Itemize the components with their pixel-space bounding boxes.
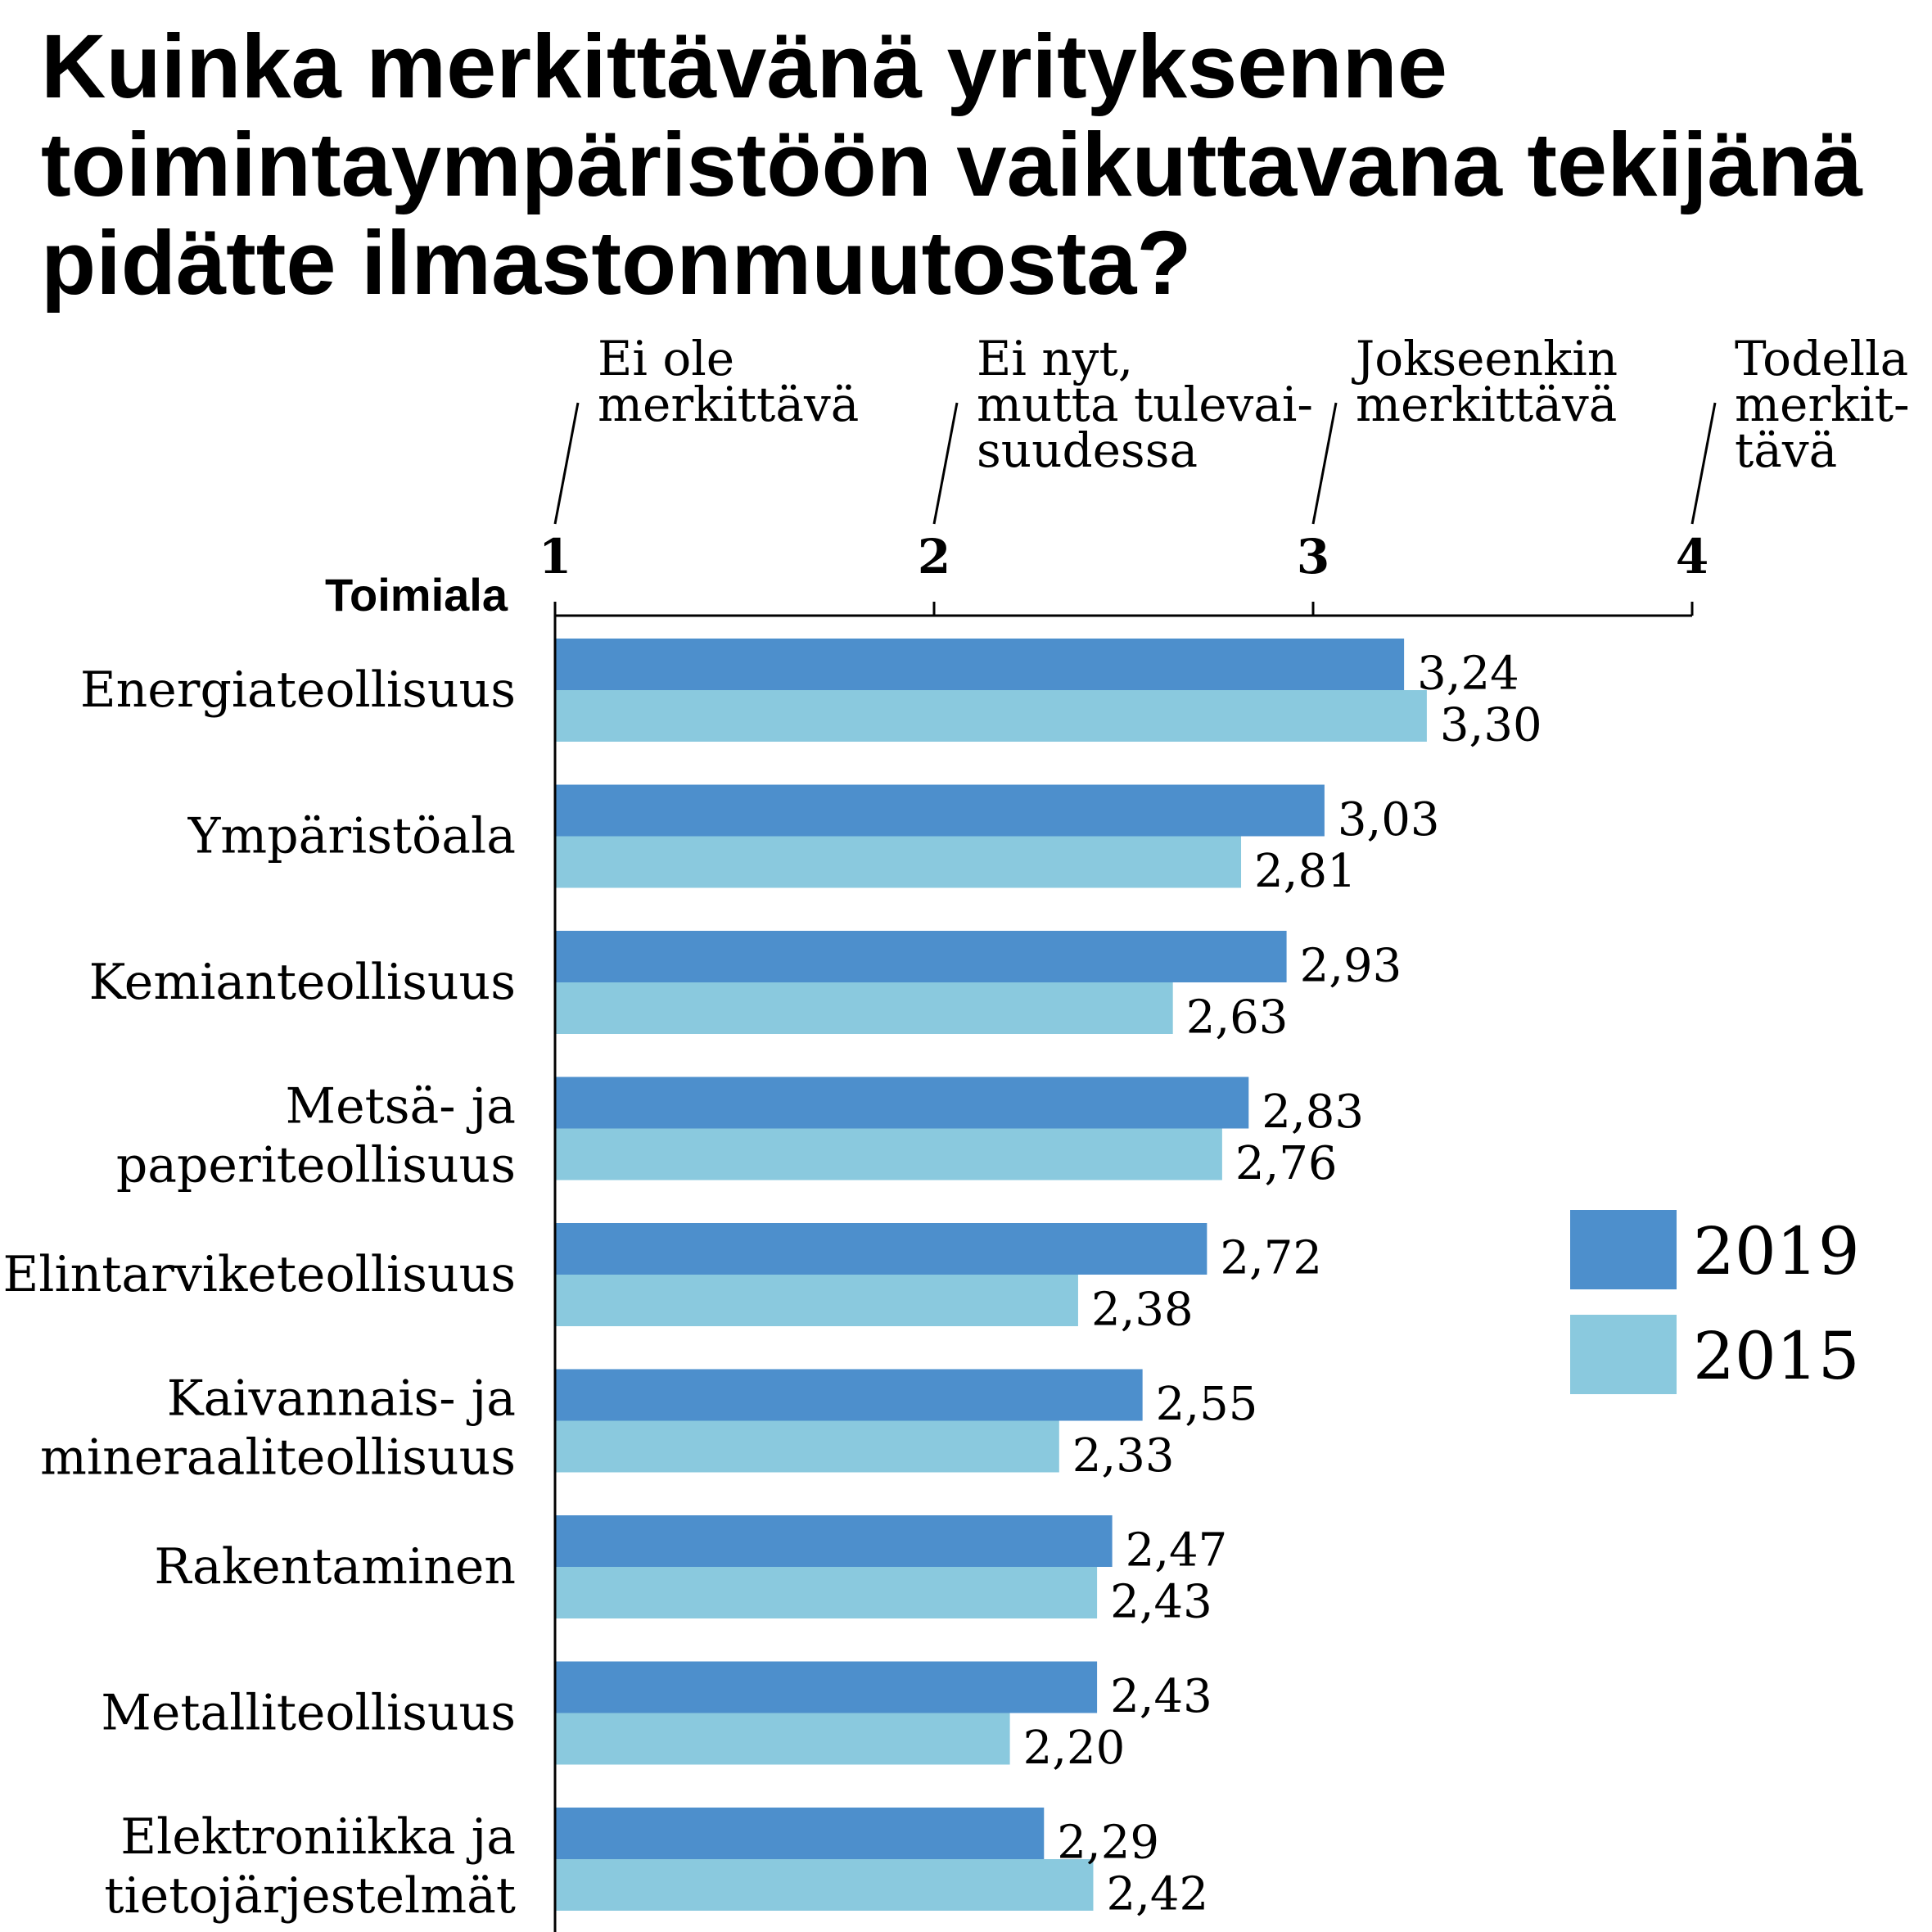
data-label-2019: 2,83 (1262, 1086, 1364, 1139)
category-labels: Energiateollisuus Ympäristöala Kemianteoll… (2, 661, 516, 1925)
category-label: Ympäristöala (187, 808, 516, 865)
category-label: Rakentaminen (154, 1538, 516, 1596)
tick-label: 2 (918, 529, 950, 585)
data-label-2019: 3,03 (1338, 793, 1440, 846)
category-axis-title: Toimiala (325, 569, 508, 621)
tick-leader-line (1690, 402, 1717, 525)
data-label-2015: 2,43 (1110, 1576, 1212, 1629)
tick-description: Ei nyt, mutta tulevai-suudessa (977, 331, 1313, 478)
tick-label: 3 (1297, 529, 1329, 585)
category-label: Kaivannais- ja mineraaliteollisuus (40, 1370, 516, 1487)
tick-leader-line (553, 402, 580, 525)
bar-2015 (556, 690, 1427, 742)
category-label-line: Elintarviketeollisuus (2, 1246, 516, 1303)
bar-2019 (556, 1369, 1143, 1421)
data-label-2019: 2,93 (1300, 940, 1402, 993)
tick-description-line: merkit- (1735, 377, 1910, 432)
bar-2015 (556, 1128, 1222, 1180)
tick-description-line: Ei ole (598, 331, 734, 386)
category-label: Elintarviketeollisuus (2, 1246, 516, 1303)
tick-description: Todella merkit-tävä (1735, 331, 1910, 478)
bar-2015 (556, 1275, 1078, 1326)
data-label-2015: 3,30 (1440, 699, 1542, 752)
data-labels: 3,243,303,032,81 2,932,63 2,832,76 2,72 2,38… (1023, 648, 1542, 1921)
category-label: Metsä- ja paperiteollisuus (116, 1078, 516, 1194)
tick-description-line: Ei nyt, (977, 331, 1133, 386)
data-label-2015: 2,42 (1106, 1868, 1208, 1921)
category-label: Metalliteollisuus (101, 1685, 516, 1742)
data-label-2019: 2,43 (1110, 1670, 1212, 1723)
bar-2015 (556, 1713, 1010, 1765)
bar-2019 (556, 1661, 1098, 1713)
bar-2019 (556, 1808, 1045, 1859)
legend-swatch-2015 (1570, 1315, 1677, 1394)
bar-2019 (556, 1515, 1113, 1567)
tick-label: 1 (539, 529, 571, 585)
tick-description-line: mutta tulevai- (977, 377, 1313, 432)
bar-2019 (556, 1223, 1208, 1275)
data-label-2015: 2,63 (1186, 991, 1289, 1045)
tick-leader-line (932, 402, 959, 525)
tick-description: Jokseenkin merkittävä (1352, 331, 1618, 432)
bar-2015 (556, 982, 1173, 1034)
category-label-line: paperiteollisuus (116, 1137, 516, 1194)
category-label-line: Energiateollisuus (80, 661, 516, 719)
legend-swatch-2019 (1570, 1210, 1677, 1289)
category-label: Kemianteollisuus (89, 954, 516, 1011)
data-label-2015: 2,76 (1235, 1137, 1338, 1190)
data-label-2019: 2,55 (1156, 1378, 1258, 1431)
bar-2015 (556, 1567, 1098, 1618)
data-label-2015: 2,20 (1023, 1722, 1126, 1775)
data-label-2015: 2,33 (1072, 1429, 1175, 1483)
legend-label-2019: 2019 (1693, 1213, 1860, 1289)
tick-description-line: tävä (1735, 422, 1837, 478)
tick-leader-line (1311, 402, 1338, 525)
data-label-2015: 2,38 (1091, 1284, 1194, 1337)
tick-description-line: Todella (1735, 331, 1908, 386)
tick-description-line: merkittävä (598, 377, 859, 432)
bar-2019 (556, 1077, 1249, 1129)
category-label: Energiateollisuus (80, 661, 516, 719)
data-label-2019: 2,47 (1126, 1524, 1228, 1578)
category-label-line: Metalliteollisuus (101, 1685, 516, 1742)
category-label-line: Rakentaminen (154, 1538, 516, 1596)
legend-label-2015: 2015 (1693, 1318, 1860, 1394)
tick-label: 4 (1676, 529, 1709, 585)
bar-2019 (556, 931, 1287, 982)
data-label-2019: 3,24 (1417, 648, 1519, 701)
chart-title: Kuinka merkittävänä yrityksenne toiminta… (41, 16, 1863, 314)
category-label-line: Metsä- ja (286, 1078, 516, 1135)
category-label-line: Kaivannais- ja (167, 1370, 516, 1428)
tick-description: Ei ole merkittävä (598, 331, 859, 432)
bar-2019 (556, 639, 1405, 690)
category-label-line: Kemianteollisuus (89, 954, 516, 1011)
bars (556, 639, 1427, 1911)
category-label-line: tietojärjestelmät (104, 1867, 516, 1925)
bar-2019 (556, 784, 1325, 837)
data-label-2015: 2,81 (1254, 845, 1356, 898)
legend: 2019 2015 (1570, 1210, 1860, 1394)
bar-2015 (556, 836, 1242, 888)
tick-description-line: Jokseenkin (1352, 331, 1618, 386)
bar-2015 (556, 1859, 1094, 1911)
category-label: Elektroniikka ja tietojärjestelmät (104, 1808, 516, 1925)
data-label-2019: 2,29 (1057, 1817, 1159, 1870)
tick-description-line: merkittävä (1356, 377, 1617, 432)
bar-2015 (556, 1420, 1059, 1473)
data-label-2019: 2,72 (1220, 1232, 1322, 1285)
category-label-line: Elektroniikka ja (120, 1808, 516, 1866)
category-label-line: Ympäristöala (187, 808, 516, 865)
tick-description-line: suudessa (977, 422, 1198, 478)
category-label-line: mineraaliteollisuus (40, 1429, 516, 1487)
